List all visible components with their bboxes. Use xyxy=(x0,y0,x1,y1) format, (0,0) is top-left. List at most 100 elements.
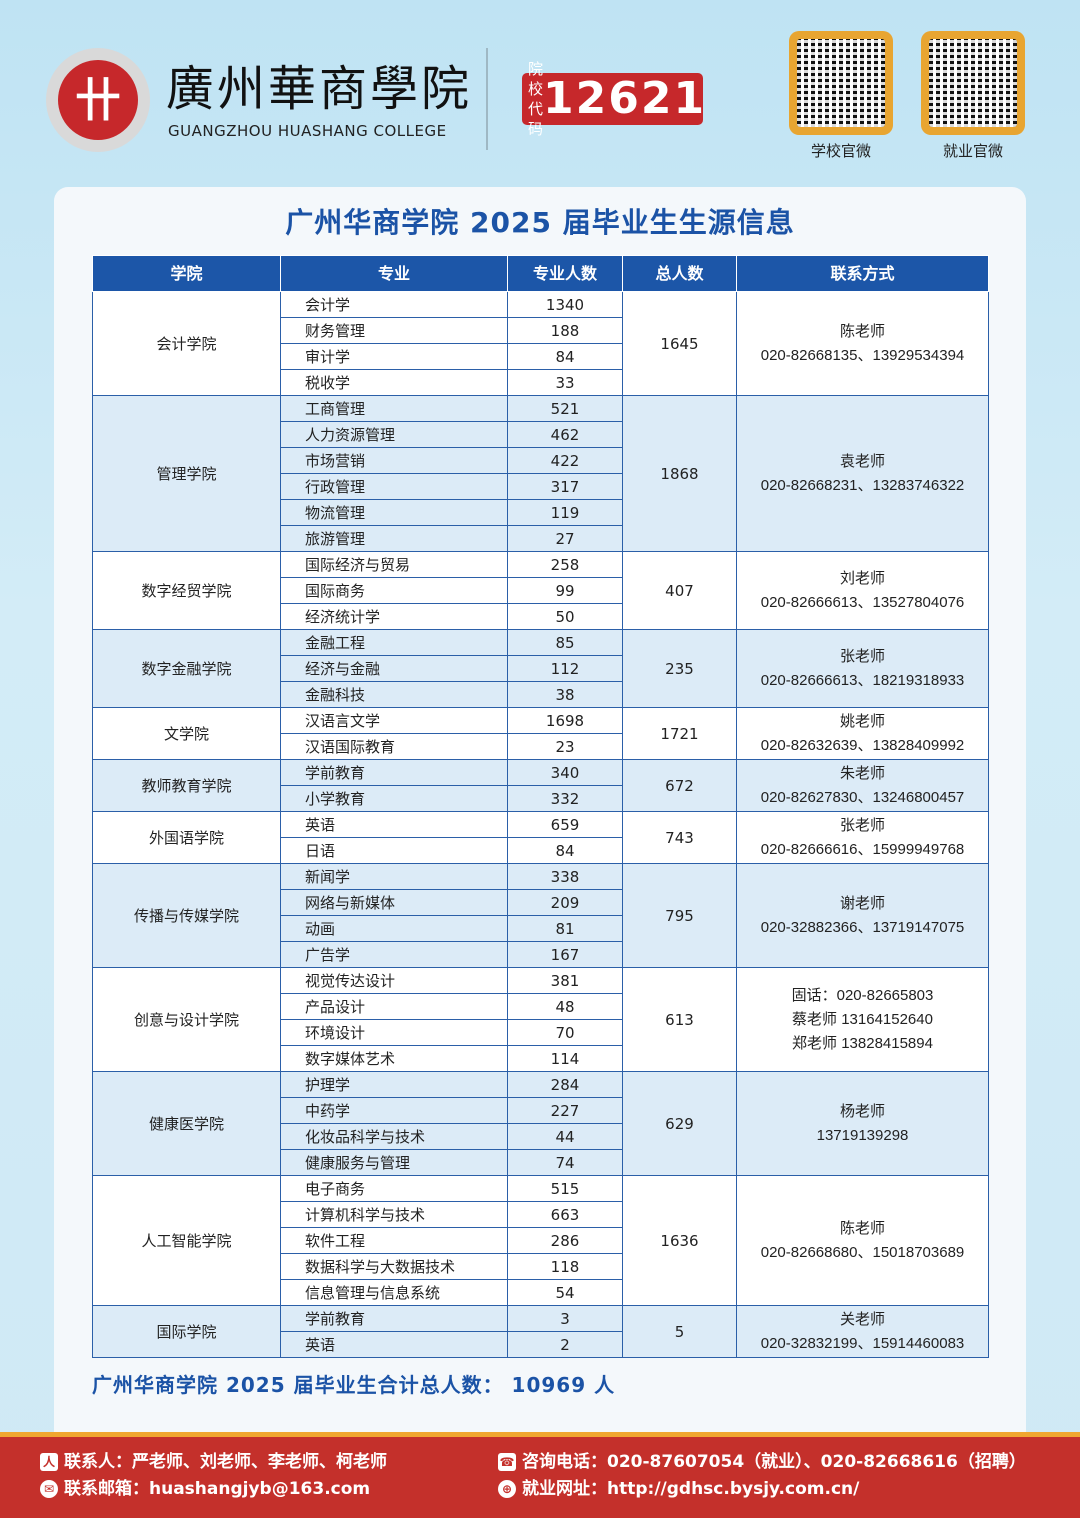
major-count: 515 xyxy=(507,1175,623,1202)
contact-line: 020-32832199、15914460083 xyxy=(760,1334,965,1352)
contact-line: 张老师 xyxy=(839,816,885,834)
major-count: 119 xyxy=(507,499,623,526)
contact-info: 陈老师 020-82668135、13929534394 xyxy=(736,291,989,396)
major-count: 338 xyxy=(507,863,623,890)
college-total: 5 xyxy=(622,1305,737,1358)
major-count: 114 xyxy=(507,1045,623,1072)
contact-info: 朱老师 020-82627830、13246800457 xyxy=(736,759,989,812)
table-row: 汉语国际教育 23 xyxy=(93,733,989,760)
college-total: 629 xyxy=(622,1071,737,1176)
major-count: 33 xyxy=(507,369,623,396)
major-name: 数字媒体艺术 xyxy=(280,1045,508,1072)
major-count: 381 xyxy=(507,967,623,994)
contact-line: 020-32882366、13719147075 xyxy=(760,918,965,936)
page-title: 广州华商学院 2025 届毕业生生源信息 xyxy=(285,206,795,239)
contact-line: 020-82668231、13283746322 xyxy=(760,476,965,494)
major-count: 74 xyxy=(507,1149,623,1176)
major-name: 学前教育 xyxy=(280,759,508,786)
school-code-badge: 院校 代码 12621 xyxy=(522,60,707,138)
contact-info: 刘老师 020-82666613、13527804076 xyxy=(736,551,989,630)
table-row: 数字金融学院 金融工程 85 235 张老师 020-82666613、182193189… xyxy=(92,629,989,708)
major-count: 227 xyxy=(507,1097,623,1124)
major-name: 金融工程 xyxy=(280,629,508,656)
table-row: 财务管理 188 xyxy=(93,317,989,344)
college-name: 传播与传媒学院 xyxy=(92,863,281,968)
table-row: 物流管理 119 xyxy=(93,499,989,526)
major-count: 84 xyxy=(507,837,623,864)
contact-line: 张老师 xyxy=(839,647,885,665)
major-count: 2 xyxy=(507,1331,623,1358)
college-logo: 卄 xyxy=(46,48,150,152)
major-name: 金融科技 xyxy=(280,681,508,708)
college-total: 1868 xyxy=(622,395,737,552)
footer-website[interactable]: 就业网址：http://gdhsc.bysjy.com.cn/ xyxy=(522,1479,860,1499)
major-count: 659 xyxy=(507,811,623,838)
major-name: 行政管理 xyxy=(280,473,508,500)
major-count: 258 xyxy=(507,551,623,578)
major-name: 化妆品科学与技术 xyxy=(280,1123,508,1150)
major-name: 人力资源管理 xyxy=(280,421,508,448)
major-count: 54 xyxy=(507,1279,623,1306)
table-row: 人工智能学院 电子商务 515 1636 陈老师 020-82668680、1501870… xyxy=(92,1175,989,1306)
logo-mark: 卄 xyxy=(58,60,138,140)
main-content: 学院 专业 专业人数 总人数 联系方式 会计学院 会计学 1340 1645 陈老师 020-82… xyxy=(92,255,989,1398)
college-name: 数字经贸学院 xyxy=(92,551,281,630)
contact-info: 谢老师 020-32882366、13719147075 xyxy=(736,863,989,968)
column-header: 专业人数 xyxy=(507,255,623,292)
college-name: 文学院 xyxy=(92,707,281,760)
contact-info: 陈老师 020-82668680、15018703689 xyxy=(736,1175,989,1306)
table-row: 经济与金融 112 xyxy=(93,655,989,682)
table-row: 市场营销 422 xyxy=(93,447,989,474)
table-row: 健康服务与管理 74 xyxy=(93,1149,989,1176)
major-count: 317 xyxy=(507,473,623,500)
contact-line: 13719139298 xyxy=(816,1126,909,1144)
table-row: 外国语学院 英语 659 743 张老师 020-82666616、15999949768 xyxy=(92,811,989,864)
table-row: 创意与设计学院 视觉传达设计 381 613 固话：020-82665803 蔡老师 13… xyxy=(92,967,989,1072)
table-row: 网络与新媒体 209 xyxy=(93,889,989,916)
footer-email[interactable]: 联系邮箱：huashangjyb@163.com xyxy=(64,1479,371,1499)
grand-total: 广州华商学院 2025 届毕业生合计总人数： 10969 人 xyxy=(92,1373,616,1397)
college-total: 407 xyxy=(622,551,737,630)
contact-info: 张老师 020-82666616、15999949768 xyxy=(736,811,989,864)
major-name: 经济统计学 xyxy=(280,603,508,630)
college-name: 创意与设计学院 xyxy=(92,967,281,1072)
table-row: 国际学院 学前教育 3 5 关老师 020-32832199、15914460083 xyxy=(92,1305,989,1358)
major-count: 188 xyxy=(507,317,623,344)
contact-info: 固话：020-82665803 蔡老师 13164152640 郑老师 138284… xyxy=(736,967,989,1072)
major-name: 日语 xyxy=(280,837,508,864)
table-row: 广告学 167 xyxy=(93,941,989,968)
major-count: 27 xyxy=(507,525,623,552)
contact-line: 朱老师 xyxy=(839,764,885,782)
contact-line: 刘老师 xyxy=(839,569,885,587)
major-name: 经济与金融 xyxy=(280,655,508,682)
major-name: 产品设计 xyxy=(280,993,508,1020)
major-count: 23 xyxy=(507,733,623,760)
major-count: 118 xyxy=(507,1253,623,1280)
major-name: 汉语国际教育 xyxy=(280,733,508,760)
contact-info: 姚老师 020-82632639、13828409992 xyxy=(736,707,989,760)
major-name: 财务管理 xyxy=(280,317,508,344)
college-name: 人工智能学院 xyxy=(92,1175,281,1306)
column-header: 专业 xyxy=(280,255,508,292)
college-name: 健康医学院 xyxy=(92,1071,281,1176)
contact-line: 020-82632639、13828409992 xyxy=(760,736,965,754)
major-count: 1340 xyxy=(507,291,623,318)
college-name-cn: 廣州華商學院 xyxy=(166,61,473,117)
major-name: 护理学 xyxy=(280,1071,508,1098)
college-name-en: GUANGZHOU HUASHANG COLLEGE xyxy=(168,122,447,140)
qr-code-employment xyxy=(921,31,1025,135)
major-count: 44 xyxy=(507,1123,623,1150)
table-row: 数字经贸学院 国际经济与贸易 258 407 刘老师 020-82666613、13527… xyxy=(92,551,989,630)
major-name: 广告学 xyxy=(280,941,508,968)
contact-line: 固话：020-82665803 xyxy=(791,986,934,1004)
major-name: 计算机科学与技术 xyxy=(280,1201,508,1228)
contact-line: 姚老师 xyxy=(839,712,885,730)
contact-line: 020-82668680、15018703689 xyxy=(760,1243,965,1261)
contact-line: 关老师 xyxy=(839,1310,885,1328)
table-row: 管理学院 工商管理 521 1868 袁老师 020-82668231、132837463… xyxy=(92,395,989,552)
major-name: 工商管理 xyxy=(280,395,508,422)
school-code: 12621 xyxy=(543,73,707,124)
major-name: 数据科学与大数据技术 xyxy=(280,1253,508,1280)
table-row: 数据科学与大数据技术 118 xyxy=(93,1253,989,1280)
contact-line: 020-82666613、13527804076 xyxy=(760,593,965,611)
